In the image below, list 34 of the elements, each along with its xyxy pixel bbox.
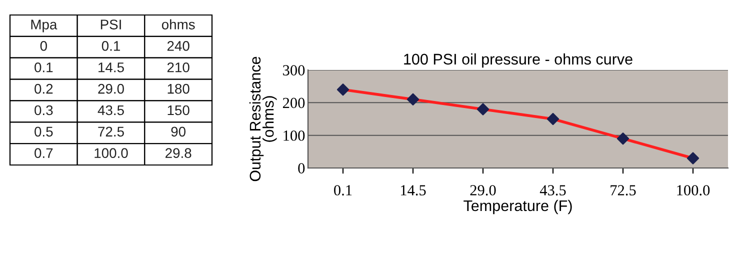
text: 0.5 — [34, 126, 53, 137]
text: ohms — [162, 19, 195, 30]
text: 29.0 — [98, 84, 124, 94]
text: 0.3 — [34, 105, 53, 116]
x-tick-label: 72.5 — [610, 185, 636, 196]
text: Mpa — [31, 20, 58, 32]
x-tick-label: 14.5 — [400, 185, 426, 196]
text: 0.1 — [102, 41, 120, 51]
text: 180 — [168, 84, 190, 94]
text: 0.7 — [34, 148, 53, 158]
text: 240 — [167, 41, 190, 51]
text: 72.5 — [98, 126, 124, 137]
text: 0.1 — [34, 62, 53, 72]
x-tick-label: 29.0 — [470, 185, 496, 196]
text: 90 — [171, 126, 186, 137]
x-tick-label: 43.5 — [540, 185, 566, 196]
text: 0 — [40, 41, 47, 51]
text: 100.0 — [94, 148, 128, 158]
y-tick-label: 0 — [298, 163, 305, 174]
x-tick-label: 0.1 — [334, 185, 352, 196]
text: 29.8 — [166, 148, 192, 158]
x-tick-label: 100.0 — [677, 185, 710, 196]
x-axis-title: Temperature (F) — [464, 200, 572, 214]
y-tick-label: 200 — [282, 98, 305, 108]
text: 14.5 — [98, 62, 124, 72]
y-tick-label: 100 — [284, 130, 305, 141]
text: 150 — [168, 105, 190, 116]
y-tick-label: 300 — [283, 65, 305, 76]
y-axis-title: Output Resistance (ohms) — [249, 56, 277, 182]
text: 210 — [167, 62, 190, 72]
chart-title: 100 PSI oil pressure - ohms curve — [404, 53, 632, 68]
text: 43.5 — [98, 105, 124, 116]
text: PSI — [100, 20, 121, 30]
text: 0.2 — [34, 84, 53, 94]
